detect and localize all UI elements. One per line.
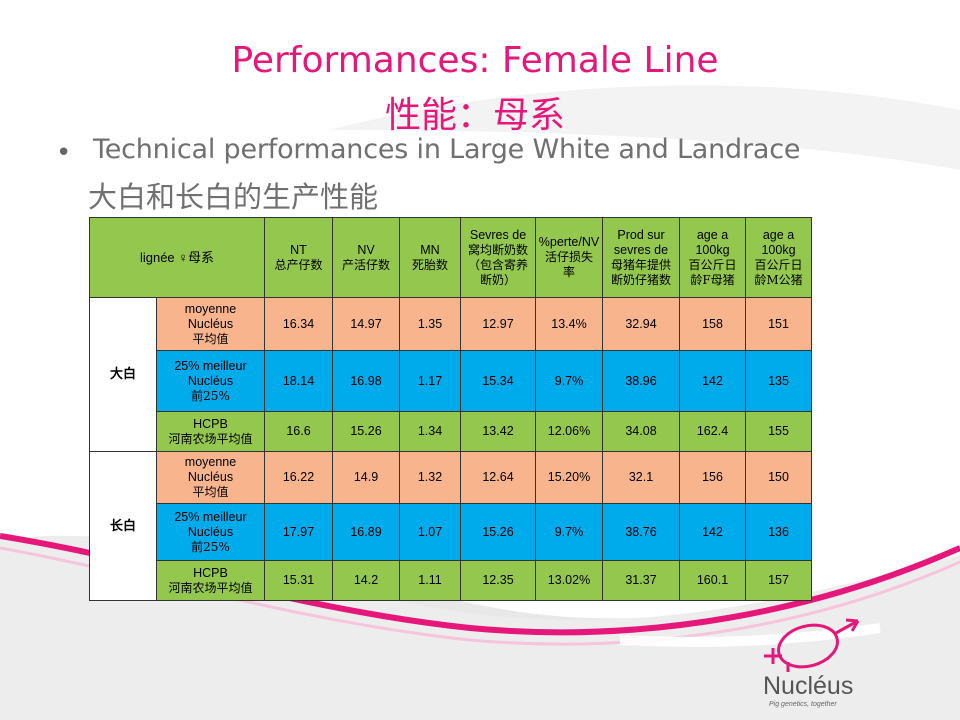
- table-cell: 9.7%: [535, 503, 603, 561]
- table-cell: 142: [679, 503, 746, 561]
- table-cell: 14.2: [332, 560, 400, 601]
- table-cell: 38.96: [602, 350, 680, 412]
- table-cell: 15.20%: [535, 451, 603, 504]
- table-cell: 15.26: [332, 411, 400, 452]
- table-cell: 38.76: [602, 503, 680, 561]
- slide-title-chinese: 性能：母系: [384, 95, 565, 136]
- table-cell: 9.7%: [535, 350, 603, 412]
- bullet-text: Technical performances in Large White an…: [93, 134, 801, 165]
- table-cell: 1.32: [399, 451, 461, 504]
- table-cell: 162.4: [679, 411, 746, 452]
- table-cell: 32.94: [602, 297, 680, 351]
- row-label: 25% meilleur Nucléus 前25%: [156, 503, 265, 561]
- table-row: HCPB 河南农场平均值 15.31 14.2 1.11 12.35 13.02%…: [90, 560, 812, 601]
- performance-table: lignée ♀母系 NT 总产仔数 NV 产活仔数 MN 死胎数 Sevres de…: [89, 217, 812, 601]
- table-cell: 13.4%: [535, 297, 603, 351]
- row-label: moyenne Nucléus 平均值: [156, 297, 265, 351]
- logo-wordmark: Nucléus: [763, 672, 854, 700]
- table-cell: 13.42: [460, 411, 536, 452]
- table-row: HCPB 河南农场平均值 16.6 15.26 1.34 13.42 12.06%…: [90, 411, 812, 452]
- header-sevres: Sevres de 窝均断奶数 （包含寄养 断奶）: [460, 217, 536, 298]
- table-cell: 16.89: [332, 503, 400, 561]
- table-cell: 155: [745, 411, 812, 452]
- table-cell: 1.11: [399, 560, 461, 601]
- slide-title: Performances: Female Line: [231, 40, 719, 81]
- table-cell: 1.07: [399, 503, 461, 561]
- row-label: moyenne Nucléus 平均值: [156, 451, 265, 504]
- table-cell: 1.34: [399, 411, 461, 452]
- bullet-icon: •: [56, 138, 72, 168]
- table-cell: 157: [745, 560, 812, 601]
- table-cell: 32.1: [602, 451, 680, 504]
- table-cell: 13.02%: [535, 560, 603, 601]
- table-cell: 16.22: [264, 451, 333, 504]
- breed-cell: 长白: [89, 451, 157, 601]
- table-cell: 34.08: [602, 411, 680, 452]
- table-cell: 31.37: [602, 560, 680, 601]
- table-cell: 15.26: [460, 503, 536, 561]
- table-cell: 1.35: [399, 297, 461, 351]
- table-cell: 12.97: [460, 297, 536, 351]
- logo-tagline: Pig genetics, together: [769, 701, 837, 708]
- table-row: 25% meilleur Nucléus 前25% 17.97 16.89 1.07…: [90, 503, 812, 561]
- bullet-text-chinese: 大白和长白的生产性能: [88, 180, 379, 214]
- table-cell: 16.34: [264, 297, 333, 351]
- header-nt: NT 总产仔数: [264, 217, 333, 298]
- header-prod: Prod sur sevres de 母猪年提供 断奶仔猪数: [602, 217, 680, 298]
- row-label: HCPB 河南农场平均值: [156, 560, 265, 601]
- header-nv: NV 产活仔数: [332, 217, 400, 298]
- table-cell: 17.97: [264, 503, 333, 561]
- header-age-m: age a 100kg 百公斤日 龄M公猪: [745, 217, 812, 298]
- table-cell: 150: [745, 451, 812, 504]
- table-cell: 136: [745, 503, 812, 561]
- table-cell: 158: [679, 297, 746, 351]
- header-mn: MN 死胎数: [399, 217, 461, 298]
- table-cell: 16.6: [264, 411, 333, 452]
- table-cell: 15.34: [460, 350, 536, 412]
- table-cell: 160.1: [679, 560, 746, 601]
- table-cell: 14.9: [332, 451, 400, 504]
- table-row: 大白 moyenne Nucléus 平均值 16.34 14.97 1.35 12…: [89, 297, 812, 452]
- header-age-f: age a 100kg 百公斤日 龄F母猪: [679, 217, 746, 298]
- table-cell: 12.06%: [535, 411, 603, 452]
- table-cell: 15.31: [264, 560, 333, 601]
- table-cell: 156: [679, 451, 746, 504]
- table-row: 长白 moyenne Nucléus 平均值 16.22 14.9 1.32 12.…: [89, 451, 812, 601]
- table-cell: 18.14: [264, 350, 333, 412]
- table-cell: 142: [679, 350, 746, 412]
- header-lignee: lignée ♀母系: [89, 217, 265, 298]
- table-row: 25% meilleur Nucléus 前25% 18.14 16.98 1.17…: [90, 350, 812, 412]
- table-cell: 151: [745, 297, 812, 351]
- header-perte: %perte/NV 活仔损失率: [535, 217, 603, 298]
- table-cell: 14.97: [332, 297, 400, 351]
- table-cell: 16.98: [332, 350, 400, 412]
- row-label: HCPB 河南农场平均值: [156, 411, 265, 452]
- table-cell: 1.17: [399, 350, 461, 412]
- table-cell: 12.64: [460, 451, 536, 504]
- breed-cell: 大白: [89, 297, 157, 452]
- table-header-row: lignée ♀母系 NT 总产仔数 NV 产活仔数 MN 死胎数 Sevres de…: [89, 217, 812, 298]
- row-label: 25% meilleur Nucléus 前25%: [156, 350, 265, 412]
- table-cell: 12.35: [460, 560, 536, 601]
- nucleus-logo-icon: [764, 618, 860, 672]
- table-cell: 135: [745, 350, 812, 412]
